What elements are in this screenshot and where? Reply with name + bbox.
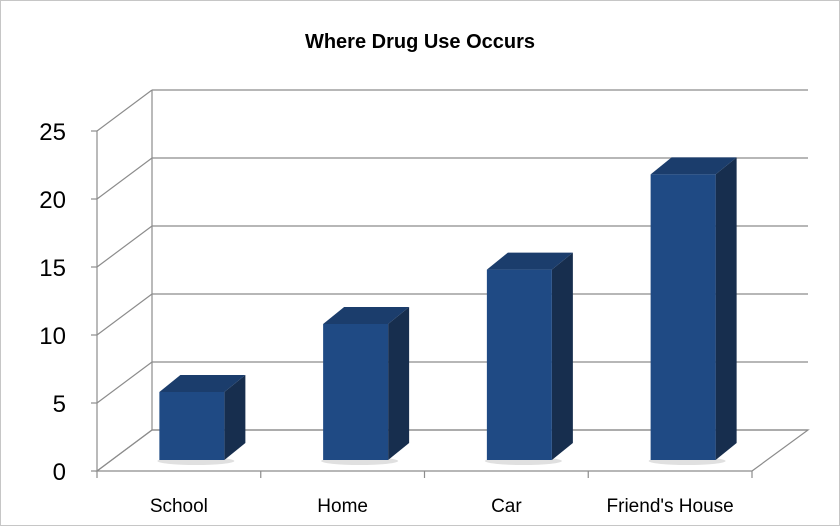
bar [159,392,225,460]
y-tick-label: 0 [53,459,66,486]
x-tick-label: Car [491,496,522,517]
y-tick-label: 20 [39,187,66,214]
gridline-side [96,157,153,200]
gridline-side [96,361,153,404]
y-tick-label: 5 [53,391,66,418]
gridline-side [96,225,153,268]
bar [323,324,389,460]
bar-side [224,375,246,460]
bar-top [159,375,246,392]
bar-top [323,307,410,324]
chart-floor [95,429,810,472]
y-tick-label: 25 [39,119,66,146]
x-tick-label: School [150,496,208,517]
gridline-side [96,89,153,132]
bar-side [715,157,737,460]
bar [486,269,552,460]
y-tick-label: 15 [39,255,66,282]
y-tick-label: 10 [39,323,66,350]
x-tick-label: Friend's House [607,496,734,517]
bar [650,174,716,460]
gridline-side [96,293,153,336]
chart-title: Where Drug Use Occurs [304,31,536,53]
bar-top [650,157,737,175]
x-tick-label: Home [317,496,368,517]
bar-side [551,252,573,460]
bar-side [388,307,410,460]
bar-top [486,252,573,270]
